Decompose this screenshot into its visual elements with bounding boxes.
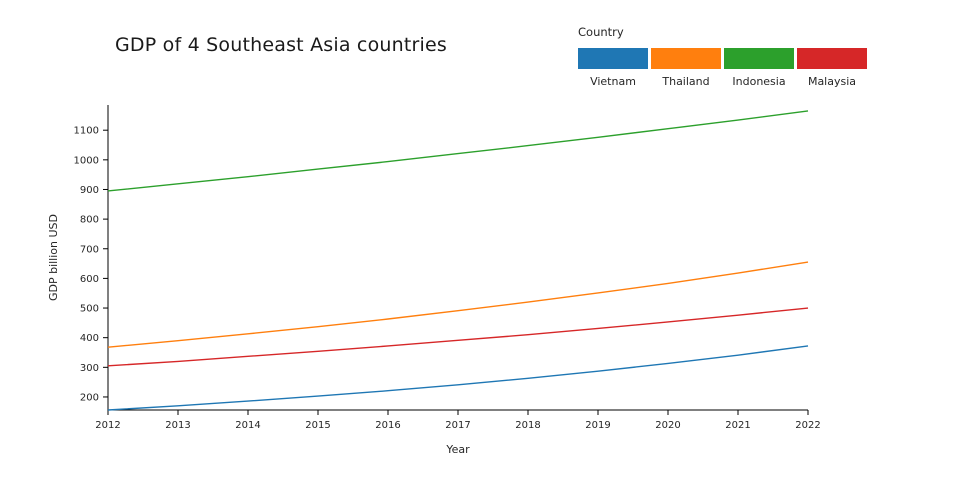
legend-swatch-vietnam xyxy=(578,48,648,69)
x-tick-label: 2021 xyxy=(725,420,750,431)
line-series-vietnam xyxy=(107,345,809,411)
line-series-thailand xyxy=(107,261,809,348)
legend-item-malaysia: Malaysia xyxy=(797,48,867,88)
y-tick-label: 1000 xyxy=(74,155,99,166)
legend-item-vietnam: Vietnam xyxy=(578,48,648,88)
x-tick-label: 2014 xyxy=(235,420,260,431)
legend-item-thailand: Thailand xyxy=(651,48,721,88)
legend-swatch-malaysia xyxy=(797,48,867,69)
line-series-indonesia xyxy=(107,110,809,192)
legend-swatch-indonesia xyxy=(724,48,794,69)
y-tick-label: 400 xyxy=(80,333,99,344)
legend-label: Vietnam xyxy=(590,75,636,88)
y-tick-label: 600 xyxy=(80,274,99,285)
legend-item-indonesia: Indonesia xyxy=(724,48,794,88)
y-tick-label: 900 xyxy=(80,185,99,196)
x-axis-title: Year xyxy=(445,443,470,456)
chart-title: GDP of 4 Southeast Asia countries xyxy=(115,34,448,56)
x-tick-label: 2020 xyxy=(655,420,680,431)
legend-items: Vietnam Thailand Indonesia Malaysia xyxy=(578,48,867,88)
x-tick-label: 2012 xyxy=(95,420,120,431)
x-tick-label: 2017 xyxy=(445,420,470,431)
y-tick-label: 500 xyxy=(80,304,99,315)
legend-title: Country xyxy=(578,25,624,39)
legend-label: Thailand xyxy=(662,75,710,88)
line-series-malaysia xyxy=(107,307,809,367)
x-tick-label: 2022 xyxy=(795,420,820,431)
x-tick-label: 2013 xyxy=(165,420,190,431)
legend-label: Indonesia xyxy=(732,75,786,88)
y-tick-label: 1100 xyxy=(74,126,99,137)
x-tick-label: 2015 xyxy=(305,420,330,431)
x-tick-label: 2019 xyxy=(585,420,610,431)
y-tick-label: 700 xyxy=(80,244,99,255)
y-tick-label: 800 xyxy=(80,215,99,226)
y-axis-title: GDP billion USD xyxy=(47,214,60,301)
y-tick-label: 200 xyxy=(80,392,99,403)
legend-swatch-thailand xyxy=(651,48,721,69)
legend: Country Vietnam Thailand Indonesia Malaysia xyxy=(578,25,867,88)
y-tick-label: 300 xyxy=(80,363,99,374)
x-tick-label: 2018 xyxy=(515,420,540,431)
legend-label: Malaysia xyxy=(807,75,857,88)
x-tick-label: 2016 xyxy=(375,420,400,431)
